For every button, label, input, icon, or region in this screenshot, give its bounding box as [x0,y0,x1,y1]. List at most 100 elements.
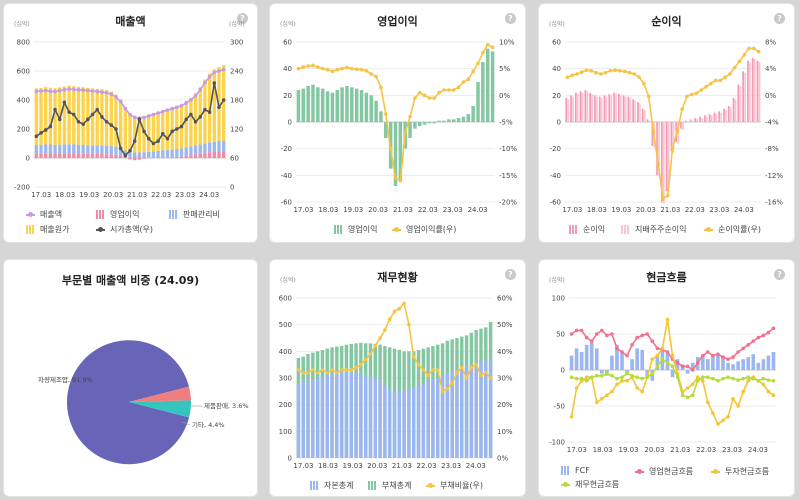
help-icon[interactable]: ? [505,13,516,24]
x-tick-label: 17.03 [293,462,313,470]
legend-cff[interactable]: 재무현금흐름 [561,479,619,490]
line-point [737,59,742,63]
line-point [72,112,76,117]
bar-net-income [742,71,744,122]
line-point [605,371,609,376]
line-point [584,379,589,383]
pie-slice [66,340,190,465]
legend-equity[interactable]: 자본총계 [310,480,353,491]
line-point [711,353,715,358]
bar-operating-profit [81,153,85,158]
bar-value [569,355,574,370]
legend-sga[interactable]: 판매관리비 [169,209,220,220]
line-point [589,375,594,379]
y-tick-label: -200 [14,184,30,192]
cash-flow-chart: -100 -50 0 50 100 17.03 18.03 19.03 20.03 21.03 22… [549,295,776,454]
line-point [645,375,650,379]
bar-value [756,362,761,370]
help-icon[interactable]: ? [237,13,248,24]
legend-fcf[interactable]: FCF [561,466,590,475]
line-point [207,75,212,79]
bar-equity [402,390,406,458]
legend-cogs[interactable]: 매출원가 [26,224,69,235]
bar-sga [170,149,174,158]
line-point [325,370,330,375]
line-point [411,354,416,359]
line-point [605,333,609,338]
legend-mcap[interactable]: 시가총액(우) [96,224,153,235]
bar-value [635,348,639,370]
legend-cfo[interactable]: 영업현금흐름 [635,466,693,477]
bar-equity [469,364,474,458]
bar-equity [349,372,353,458]
line-point [579,70,584,74]
line-point [627,70,632,75]
bar-equity [344,372,349,458]
bar-value [413,122,417,129]
line-point [427,96,432,100]
bar-sga [39,144,43,154]
line-point [198,115,203,119]
help-icon[interactable]: ? [774,13,785,24]
legend-debt-ratio[interactable]: 부채비율(우) [426,480,483,491]
line-point [345,65,349,70]
bar-net-income [732,98,735,122]
bar-sga [48,144,53,154]
line-point [301,65,306,69]
bar-sga [72,144,76,154]
bar-sga [44,144,48,154]
bar-net-income [660,122,663,202]
line-point [605,393,609,397]
bar-cogs [189,97,193,147]
legend-revenue[interactable]: 매출액 [26,209,62,220]
bar-equity [363,375,368,458]
line-point [699,88,704,92]
bar-operating-profit [212,151,216,158]
line-point [392,309,397,314]
legend-ni-owner[interactable]: 지배주주순이익 [621,224,687,235]
legend-ni-margin[interactable]: 순이익률(우) [704,224,761,235]
y-tick-label: -20 [281,145,292,153]
line-point [170,106,174,111]
bar-operating-profit [175,156,179,158]
help-icon[interactable]: ? [505,269,516,280]
line-point [675,375,680,379]
bar-net-income [737,84,740,122]
pie-label: 기타, 4.4% [192,420,225,429]
bar-operating-profit [100,154,104,158]
y2-tick-label: -12% [765,172,783,180]
line-point [579,376,584,381]
y-tick-label: 20 [552,92,561,100]
line-point [723,75,727,79]
bar-value [369,95,373,122]
bar-equity [387,390,392,458]
legend-op-margin[interactable]: 영업이익률(우) [392,224,456,235]
bar-value [340,87,344,122]
segment-pie-title: 부문별 매출액 비중 (24.09) [61,274,200,287]
bar-value [615,344,619,370]
y-tick-label: 0 [288,119,292,127]
line-point [584,68,589,72]
line-point [137,117,142,122]
bar-net-income-owner [615,94,617,122]
legend-cfi[interactable]: 투자현금흐름 [711,466,769,477]
legend-liabilities[interactable]: 부채총계 [368,480,411,491]
line-point [721,376,725,381]
bar-cogs [137,116,142,153]
line-point [742,53,747,57]
legend-op[interactable]: 영업이익 [96,209,139,220]
line-point [610,332,614,336]
bar-sga [114,146,118,155]
bar-value [408,122,412,138]
y-tick-label: 40 [552,65,561,73]
line-point [766,378,771,382]
bar-net-income [747,60,749,122]
bar-operating-profit [39,153,43,158]
bar-sga [109,146,113,155]
bar-operating-profit [161,157,165,158]
help-icon[interactable]: ? [774,269,785,280]
legend-op-bar[interactable]: 영업이익 [334,224,377,235]
legend-ni[interactable]: 순이익 [569,224,605,235]
bar-value [354,88,359,122]
bar-sga [132,152,137,158]
